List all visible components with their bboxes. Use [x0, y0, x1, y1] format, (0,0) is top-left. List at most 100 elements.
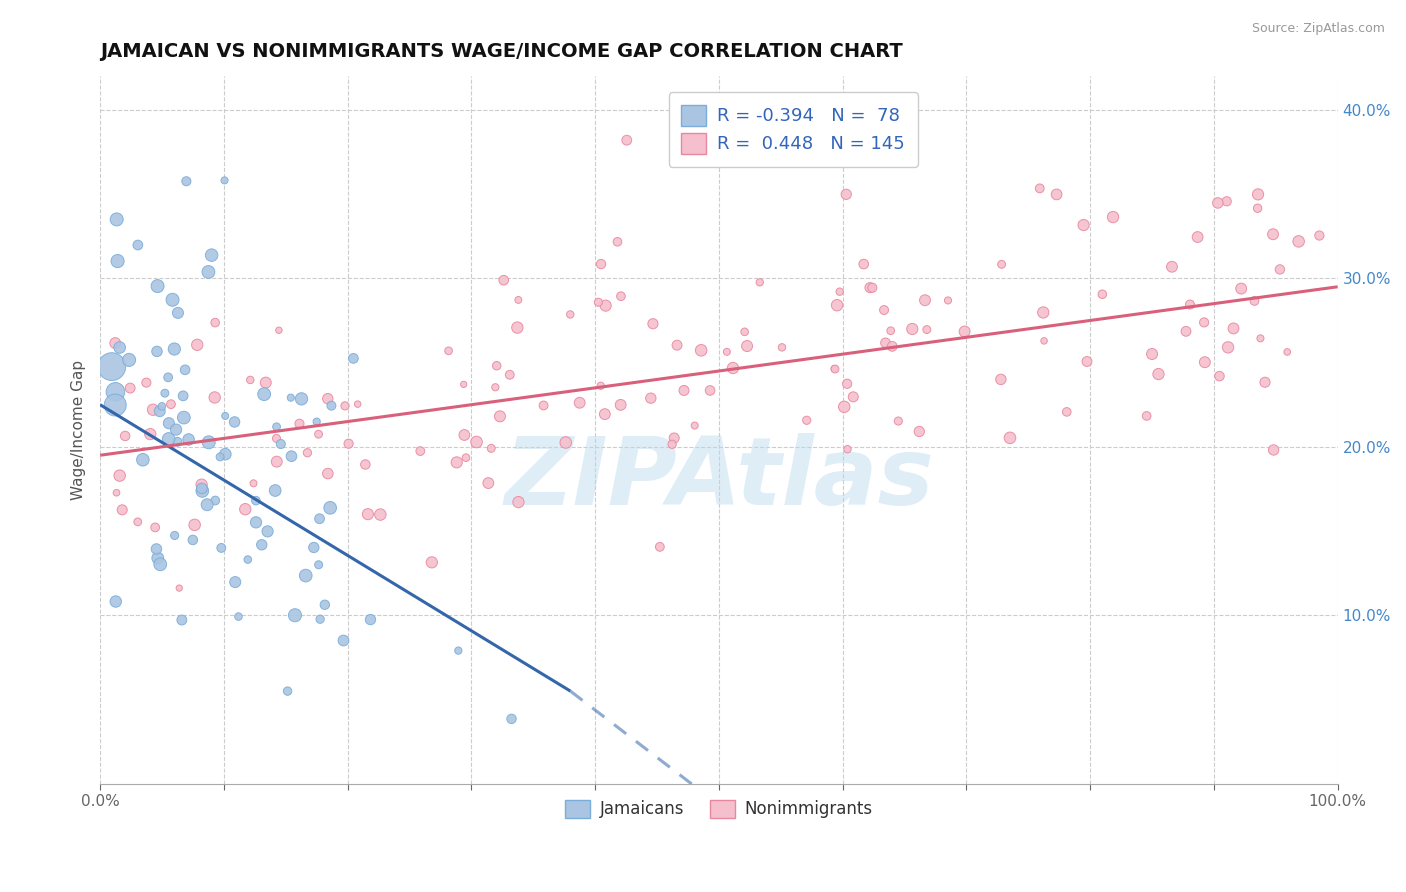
Point	[1033, 334, 1056, 348]
Point	[1206, 196, 1229, 211]
Point	[908, 425, 931, 439]
Point	[359, 613, 381, 627]
Point	[1246, 201, 1268, 215]
Text: Source: ZipAtlas.com: Source: ZipAtlas.com	[1251, 22, 1385, 36]
Point	[1288, 235, 1310, 249]
Point	[176, 174, 198, 188]
Point	[197, 265, 219, 279]
Point	[666, 338, 689, 352]
Point	[111, 503, 134, 517]
Point	[508, 495, 530, 509]
Point	[770, 340, 793, 354]
Point	[1194, 355, 1216, 369]
Point	[302, 541, 325, 555]
Point	[214, 409, 236, 423]
Point	[568, 396, 591, 410]
Point	[1140, 347, 1163, 361]
Point	[172, 389, 194, 403]
Point	[127, 515, 149, 529]
Point	[915, 322, 938, 336]
Point	[589, 378, 612, 392]
Point	[640, 391, 662, 405]
Point	[146, 344, 169, 359]
Point	[224, 415, 246, 429]
Point	[256, 524, 278, 539]
Point	[835, 187, 858, 202]
Point	[1073, 218, 1095, 232]
Point	[186, 338, 208, 352]
Point	[245, 516, 267, 530]
Point	[233, 502, 256, 516]
Point	[149, 404, 172, 418]
Point	[589, 257, 612, 271]
Point	[936, 293, 959, 308]
Point	[492, 273, 515, 287]
Point	[609, 398, 631, 412]
Point	[641, 317, 664, 331]
Legend: Jamaicans, Nonimmigrants: Jamaicans, Nonimmigrants	[558, 793, 879, 825]
Point	[284, 608, 307, 623]
Point	[454, 450, 477, 465]
Point	[832, 400, 855, 414]
Point	[197, 435, 219, 450]
Point	[370, 508, 392, 522]
Point	[149, 558, 172, 572]
Point	[1102, 210, 1125, 224]
Point	[157, 416, 180, 430]
Point	[309, 612, 332, 626]
Point	[157, 432, 180, 446]
Point	[1230, 282, 1253, 296]
Point	[699, 384, 721, 398]
Point	[118, 352, 141, 367]
Point	[254, 376, 277, 390]
Point	[588, 295, 610, 310]
Point	[508, 293, 530, 307]
Point	[1091, 287, 1114, 301]
Point	[267, 323, 290, 337]
Point	[321, 399, 343, 413]
Point	[308, 512, 330, 526]
Point	[953, 325, 976, 339]
Point	[308, 427, 330, 442]
Point	[1076, 354, 1098, 368]
Point	[165, 423, 187, 437]
Point	[127, 238, 149, 252]
Point	[828, 285, 851, 299]
Point	[554, 435, 576, 450]
Point	[146, 279, 169, 293]
Point	[290, 392, 312, 406]
Point	[177, 433, 200, 447]
Point	[664, 431, 686, 445]
Point	[209, 541, 232, 555]
Point	[823, 361, 845, 376]
Point	[914, 293, 936, 308]
Point	[270, 437, 292, 451]
Point	[1178, 297, 1201, 311]
Point	[882, 339, 904, 353]
Point	[1056, 405, 1078, 419]
Y-axis label: Wage/Income Gap: Wage/Income Gap	[72, 359, 86, 500]
Point	[595, 299, 617, 313]
Point	[114, 429, 136, 443]
Point	[485, 359, 508, 373]
Point	[224, 575, 246, 590]
Point	[204, 493, 226, 508]
Point	[266, 419, 288, 434]
Point	[735, 339, 758, 353]
Point	[501, 712, 523, 726]
Point	[108, 341, 131, 355]
Point	[1136, 409, 1159, 423]
Point	[183, 517, 205, 532]
Point	[162, 293, 184, 307]
Point	[157, 370, 180, 384]
Point	[104, 384, 127, 399]
Point	[250, 538, 273, 552]
Point	[1208, 369, 1230, 384]
Point	[101, 359, 124, 374]
Point	[191, 483, 214, 498]
Point	[346, 397, 368, 411]
Point	[1247, 187, 1270, 202]
Point	[796, 413, 818, 427]
Point	[453, 377, 475, 392]
Point	[409, 444, 432, 458]
